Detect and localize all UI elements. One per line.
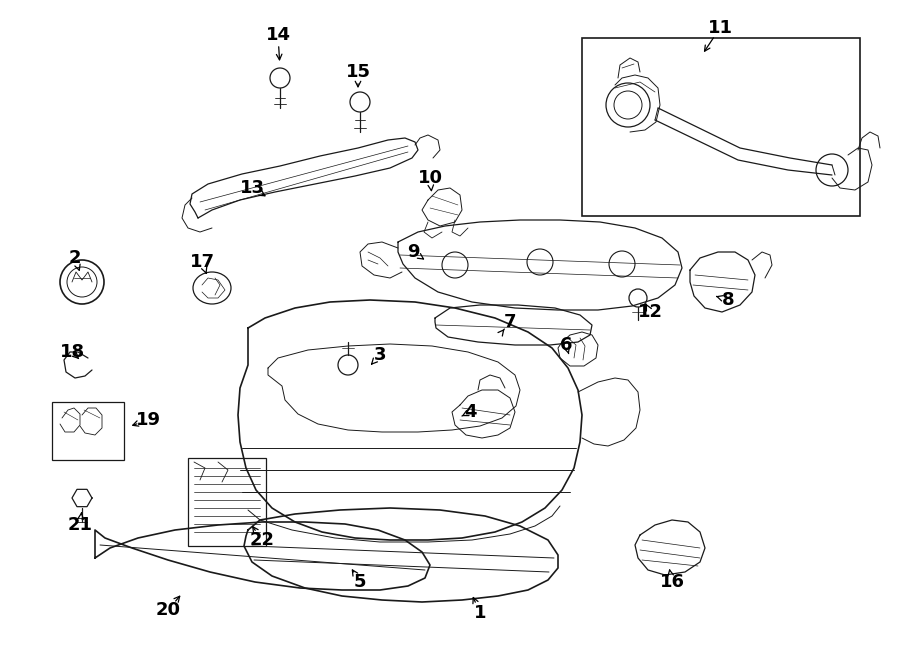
Text: 18: 18 bbox=[59, 343, 85, 361]
Text: 19: 19 bbox=[136, 411, 160, 429]
Text: 17: 17 bbox=[190, 253, 214, 271]
Text: 16: 16 bbox=[660, 573, 685, 591]
Text: 5: 5 bbox=[354, 573, 366, 591]
Text: 8: 8 bbox=[722, 291, 734, 309]
Bar bbox=[52, 402, 124, 460]
Text: 1: 1 bbox=[473, 604, 486, 622]
Text: 15: 15 bbox=[346, 63, 371, 81]
Text: 12: 12 bbox=[637, 303, 662, 321]
Text: 3: 3 bbox=[374, 346, 386, 364]
Text: 4: 4 bbox=[464, 403, 476, 421]
Text: 21: 21 bbox=[68, 516, 93, 534]
Text: 7: 7 bbox=[504, 313, 517, 331]
Text: 2: 2 bbox=[68, 249, 81, 267]
Text: 13: 13 bbox=[239, 179, 265, 197]
Text: 20: 20 bbox=[156, 601, 181, 619]
Text: 6: 6 bbox=[560, 336, 572, 354]
Text: 11: 11 bbox=[707, 19, 733, 37]
Bar bbox=[582, 38, 860, 216]
Text: 10: 10 bbox=[418, 169, 443, 187]
Bar bbox=[188, 458, 266, 546]
Text: 14: 14 bbox=[266, 26, 291, 44]
Text: 22: 22 bbox=[249, 531, 274, 549]
Text: 9: 9 bbox=[407, 243, 419, 261]
